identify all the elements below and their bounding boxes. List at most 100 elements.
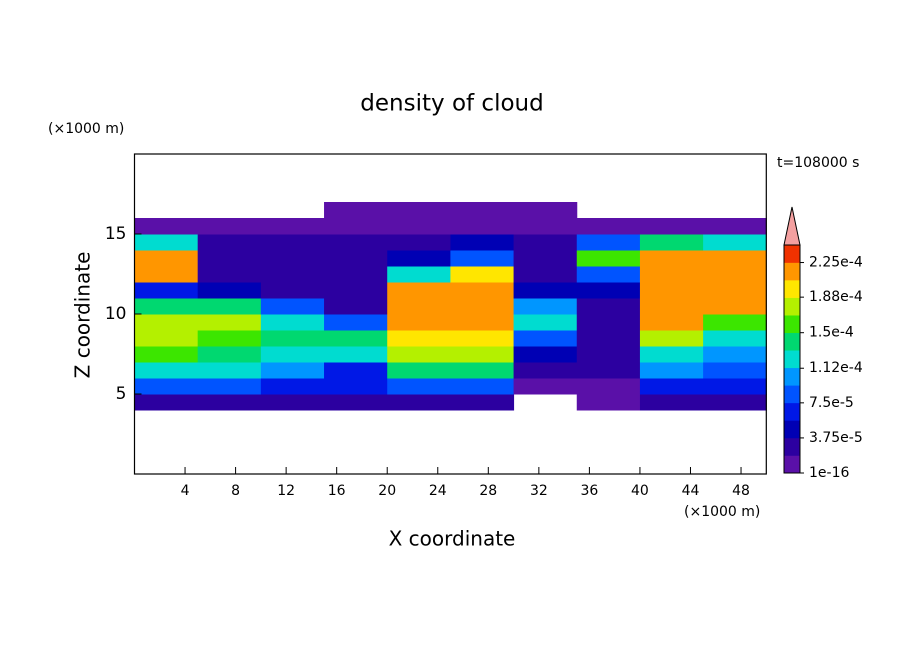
field-cell [450,362,515,379]
x-tick-label: 44 [682,483,700,499]
field-cell [134,298,199,315]
field-cell [639,362,704,379]
chart-title: density of cloud [360,91,543,117]
x-tick-label: 36 [580,483,598,499]
y-tick-label: 10 [105,304,127,324]
y-axis-label: Z coordinate [71,252,95,379]
field-cell [703,362,767,379]
field-cell [134,218,199,235]
field-cell [197,250,262,267]
field-cell [639,330,704,347]
field-cell [387,218,451,235]
x-tick-label: 28 [479,483,497,499]
x-unit: (×1000 m) [684,504,760,520]
field-cell [324,218,388,235]
x-tick-label: 4 [181,483,190,499]
x-tick-label: 24 [429,483,447,499]
x-tick-label: 40 [631,483,649,499]
colorbar-band [784,385,800,404]
field-cell [513,218,578,235]
field-cell [197,266,262,283]
field-cell [324,202,388,219]
field-cell [387,202,451,219]
field-cell [387,298,451,315]
field-cell [324,346,388,363]
field-cell [513,202,578,219]
field-cell [197,234,262,251]
field-cell [450,202,515,219]
field-cell [197,282,262,299]
field-cell [576,394,641,411]
field-cell [387,378,451,395]
field-cell [639,298,704,315]
field-cell [197,394,262,411]
field-cell [260,234,325,251]
colorbar-band [784,280,800,298]
field-cell [197,298,262,315]
x-tick-label: 16 [328,483,346,499]
field-cell [134,378,199,395]
x-tick-label: 32 [530,483,548,499]
field-cell [576,298,641,315]
field-cell [197,330,262,347]
field-cell [260,266,325,283]
field-cell [450,218,515,235]
field-cell [513,346,578,363]
field-cell [450,378,515,395]
field-cell [134,314,199,331]
field-cell [387,362,451,379]
colorbar-band [784,402,800,421]
colorbar-band [784,350,800,369]
field-cell [260,362,325,379]
field-cell [703,234,767,251]
field-cell [324,378,388,395]
field-cell [703,378,767,395]
contour-field [134,202,767,411]
field-cell [703,394,767,411]
field-cell [639,266,704,283]
field-cell [513,314,578,331]
field-cell [576,250,641,267]
colorbar-band [784,262,800,281]
field-cell [576,314,641,331]
colorbar-tick-label: 1.12e-4 [809,360,863,376]
field-cell [513,330,578,347]
field-cell [197,314,262,331]
field-cell [260,218,325,235]
field-cell [639,250,704,267]
field-cell [639,394,704,411]
field-cell [134,362,199,379]
field-cell [450,266,515,283]
field-cell [703,346,767,363]
field-cell [513,250,578,267]
field-cell [450,346,515,363]
y-unit: (×1000 m) [48,121,124,137]
field-cell [134,346,199,363]
field-cell [703,330,767,347]
colorbar-band [784,367,800,386]
field-cell [576,266,641,283]
x-tick-label: 12 [277,483,295,499]
field-cell [703,298,767,315]
field-cell [450,250,515,267]
field-cell [450,282,515,299]
field-cell [639,378,704,395]
field-cell [639,314,704,331]
field-cell [576,282,641,299]
field-cell [703,266,767,283]
colorbar-tick-label: 2.25e-4 [809,255,863,271]
field-cell [134,234,199,251]
field-cell [324,330,388,347]
field-cell [324,234,388,251]
y-tick-label: 5 [116,384,127,404]
field-cell [703,314,767,331]
field-cell [576,218,641,235]
field-cell [134,266,199,283]
field-cell [387,234,451,251]
colorbar-band [784,332,800,351]
colorbar-tick-label: 1.88e-4 [809,289,863,305]
time-label: t=108000 s [777,155,859,171]
field-cell [576,378,641,395]
x-tick-label: 20 [378,483,396,499]
field-cell [197,362,262,379]
